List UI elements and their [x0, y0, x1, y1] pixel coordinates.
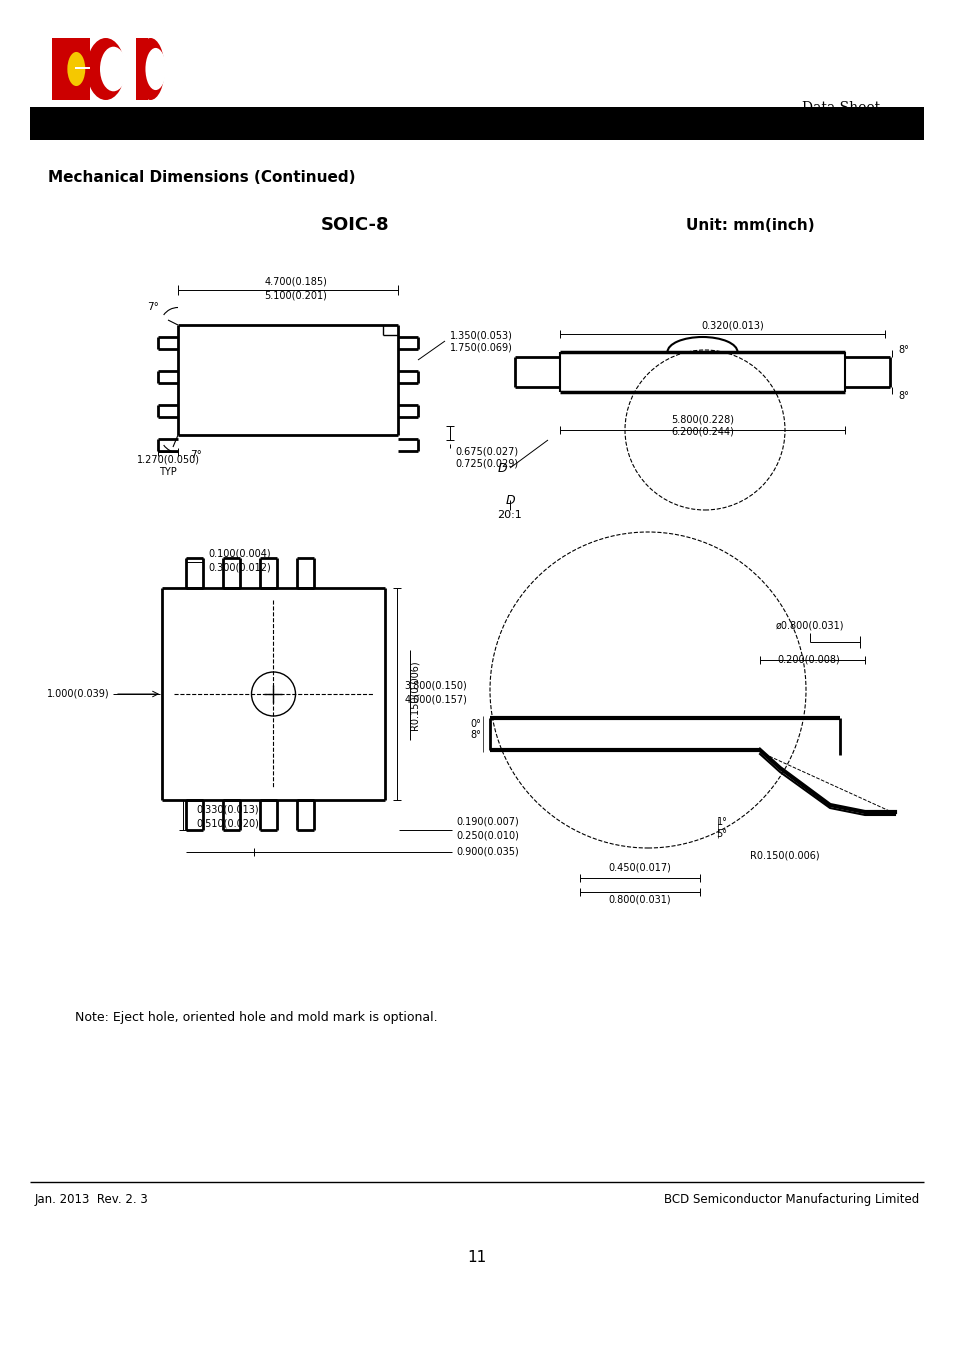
Text: 0.200(0.008): 0.200(0.008) — [777, 655, 840, 666]
Text: 20:1: 20:1 — [497, 510, 522, 520]
Ellipse shape — [145, 47, 166, 90]
Text: 1.000(0.039): 1.000(0.039) — [47, 688, 110, 699]
Text: SOIC-8: SOIC-8 — [320, 216, 389, 234]
Text: 0°: 0° — [470, 720, 481, 729]
Text: 0.800(0.031): 0.800(0.031) — [608, 895, 671, 905]
Text: 8°: 8° — [897, 392, 908, 401]
Text: 0.190(0.007): 0.190(0.007) — [456, 817, 518, 828]
Text: 0.450(0.017): 0.450(0.017) — [608, 863, 671, 873]
Text: 0.510(0.020): 0.510(0.020) — [196, 818, 259, 828]
Text: 7°: 7° — [190, 450, 202, 460]
Text: Jan. 2013  Rev. 2. 3: Jan. 2013 Rev. 2. 3 — [35, 1193, 149, 1207]
Text: 0.250(0.010): 0.250(0.010) — [456, 830, 518, 840]
Bar — [169, 38, 194, 100]
Text: R0.150(0.006): R0.150(0.006) — [749, 850, 819, 860]
Text: 11: 11 — [467, 1250, 486, 1265]
Text: 8°: 8° — [470, 730, 481, 740]
Text: 0.320(0.013): 0.320(0.013) — [700, 321, 763, 331]
Text: R0.150(0.006): R0.150(0.006) — [410, 660, 419, 730]
Text: 1.350(0.053): 1.350(0.053) — [450, 329, 513, 340]
Text: 1.270(0.050): 1.270(0.050) — [136, 455, 199, 464]
Text: 5.800(0.228): 5.800(0.228) — [670, 414, 733, 425]
Text: BCD Semiconductor Manufacturing Limited: BCD Semiconductor Manufacturing Limited — [663, 1193, 918, 1207]
Text: 6.200(0.244): 6.200(0.244) — [670, 427, 733, 437]
Bar — [75, 66, 91, 69]
Text: TYP: TYP — [159, 467, 176, 477]
Text: Mechanical Dimensions (Continued): Mechanical Dimensions (Continued) — [48, 170, 355, 185]
Text: 0.900(0.035): 0.900(0.035) — [456, 846, 518, 857]
Text: 0.330(0.013): 0.330(0.013) — [196, 805, 259, 815]
Text: LOW POWER LOW OFFSET VOLTAGE DUAL COMPARATORS: LOW POWER LOW OFFSET VOLTAGE DUAL COMPAR… — [48, 148, 537, 163]
Text: 3.800(0.150): 3.800(0.150) — [404, 680, 467, 691]
Text: D: D — [497, 462, 506, 474]
Text: 0.725(0.029): 0.725(0.029) — [455, 459, 517, 468]
Ellipse shape — [87, 38, 125, 100]
Text: 5.100(0.201): 5.100(0.201) — [264, 290, 327, 300]
Text: 4.000(0.157): 4.000(0.157) — [404, 695, 467, 705]
Text: Unit: mm(inch): Unit: mm(inch) — [685, 217, 814, 232]
Text: 0.675(0.027): 0.675(0.027) — [455, 447, 517, 458]
Text: D: D — [505, 494, 515, 506]
Text: 5°: 5° — [716, 829, 727, 838]
Ellipse shape — [68, 51, 85, 86]
Text: 0.300(0.012): 0.300(0.012) — [208, 562, 271, 572]
Bar — [136, 38, 148, 100]
Text: Data Sheet: Data Sheet — [801, 101, 879, 115]
Text: 0.100(0.004): 0.100(0.004) — [208, 549, 271, 559]
Text: 1.750(0.069): 1.750(0.069) — [450, 342, 513, 352]
Ellipse shape — [136, 38, 165, 100]
Text: AS393/393A: AS393/393A — [811, 148, 915, 163]
Bar — [30, 107, 923, 140]
Text: 8°: 8° — [897, 346, 908, 355]
Bar — [52, 38, 91, 100]
Text: Note: Eject hole, oriented hole and mold mark is optional.: Note: Eject hole, oriented hole and mold… — [75, 1011, 437, 1025]
Text: 7°: 7° — [147, 302, 159, 312]
Text: 1°: 1° — [716, 817, 727, 828]
Text: 4.700(0.185): 4.700(0.185) — [264, 275, 327, 286]
Text: ø0.800(0.031): ø0.800(0.031) — [775, 620, 843, 630]
Ellipse shape — [100, 47, 127, 92]
